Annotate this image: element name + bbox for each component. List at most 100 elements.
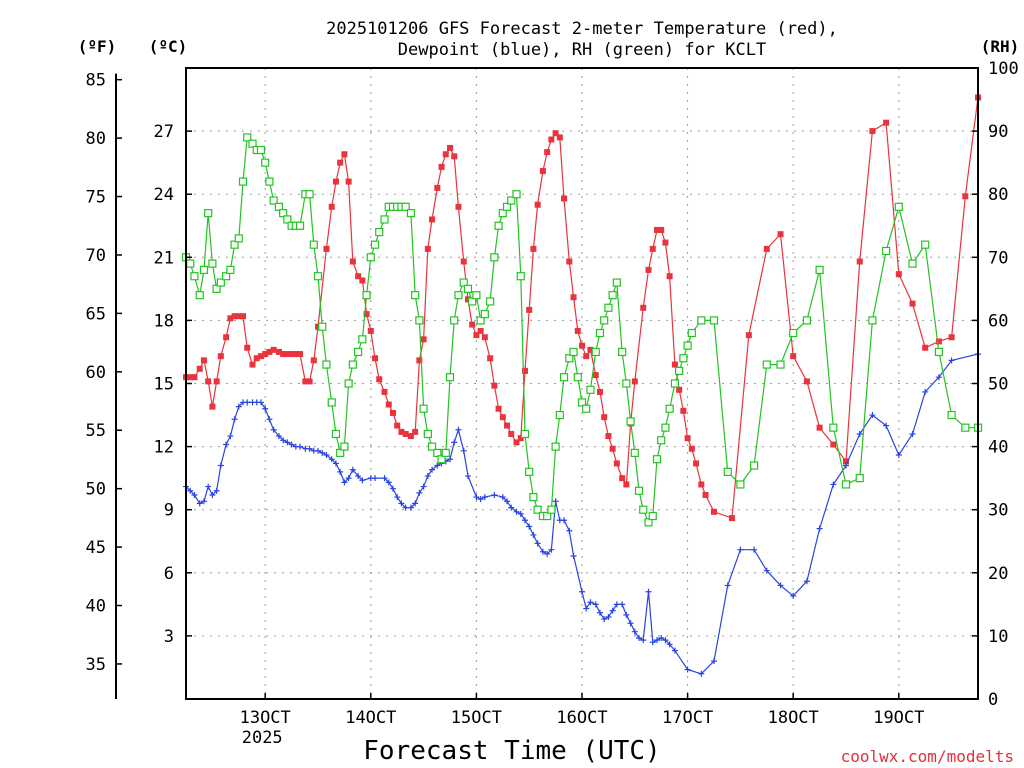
series-0-point-107	[662, 239, 669, 246]
series-0-point-20	[270, 346, 277, 353]
series-2-point-100	[622, 379, 631, 388]
credit-label: coolwx.com/modelts	[841, 747, 1014, 766]
c-tick-label-1: 6	[164, 564, 174, 584]
series-1-point-106	[684, 666, 691, 673]
rh-tick-label-1: 10	[988, 627, 1008, 647]
series-1-point-108	[711, 658, 717, 665]
series-2-point-127	[841, 480, 851, 489]
f-tick-label-9: 80	[86, 129, 106, 149]
series-1-point-111	[751, 546, 758, 553]
series-2-point-99	[618, 347, 627, 357]
series-2-point-120	[750, 461, 759, 470]
series-1-point-105	[671, 647, 678, 654]
series-2-point-59	[441, 448, 450, 458]
series-1-point-37	[345, 475, 352, 482]
series-2-point-64	[463, 284, 473, 293]
series-2-point-124	[802, 316, 812, 325]
series-1-point-114	[790, 592, 797, 599]
series-2-point-115	[687, 328, 696, 338]
series-2-point-79	[529, 492, 538, 502]
series-0-point-56	[434, 184, 441, 191]
c-tick-label-7: 24	[154, 185, 174, 205]
series-0-point-73	[508, 430, 515, 437]
series-2-point-102	[630, 448, 639, 458]
series-2-point-85	[555, 410, 564, 420]
rh-tick-label-8: 80	[988, 185, 1008, 205]
series-line-1	[185, 353, 979, 675]
series-2-point-61	[450, 316, 459, 325]
series-1-point-81	[561, 517, 568, 524]
series-2-point-1	[186, 259, 195, 268]
c-tick-label-0: 3	[164, 627, 174, 647]
series-0-point-39	[359, 277, 366, 284]
series-0-point-120	[763, 245, 770, 252]
x-axis-label: Forecast Time (UTC)	[363, 736, 660, 766]
series-0-point-66	[477, 327, 484, 334]
series-2-point-87	[565, 354, 574, 363]
series-0-point-128	[869, 128, 876, 135]
series-1-point-44	[385, 479, 392, 486]
c-tick-label-6: 21	[154, 248, 174, 268]
series-2-point-107	[652, 455, 662, 464]
series-2-point-130	[882, 246, 891, 256]
series-2-point-43	[370, 240, 380, 249]
series-1-point-36	[341, 479, 348, 486]
series-1-point-43	[381, 475, 388, 482]
series-0-point-37	[349, 258, 356, 265]
series-1-point-18	[262, 405, 269, 412]
series-1-point-85	[583, 605, 590, 612]
chart-title-line-1: 2025101206 GFS Forecast 2-meter Temperat…	[326, 19, 838, 39]
series-1-point-59	[451, 439, 458, 446]
series-2-point-70	[490, 253, 499, 262]
series-0-point-36	[345, 178, 352, 185]
series-1-point-110	[737, 546, 744, 553]
series-0-point-16	[253, 355, 260, 362]
series-2-point-54	[419, 404, 428, 413]
series-1-point-3	[196, 500, 203, 507]
series-2-point-135	[947, 410, 956, 420]
series-1-point-63	[473, 494, 480, 501]
series-0-point-105	[653, 226, 660, 233]
rh-tick-label-7: 70	[988, 248, 1008, 268]
series-2-point-41	[362, 291, 371, 300]
series-2-point-19	[265, 177, 274, 186]
c-tick-label-5: 18	[154, 311, 174, 331]
series-2-point-86	[559, 373, 569, 382]
series-1-point-93	[619, 601, 626, 608]
series-2-point-10	[226, 265, 235, 275]
series-0-point-6	[209, 403, 216, 410]
series-1-point-55	[434, 462, 441, 469]
series-1-point-2	[191, 491, 198, 498]
f-tick-label-7: 70	[86, 246, 106, 266]
series-1-point-97	[636, 635, 643, 642]
series-0-point-106	[658, 226, 665, 233]
series-0-point-134	[948, 334, 955, 341]
series-2-point-78	[525, 467, 534, 476]
series-2-point-112	[675, 366, 684, 375]
f-tick-label-8: 75	[86, 188, 106, 208]
rh-tick-label-6: 60	[988, 311, 1008, 331]
series-0-point-133	[935, 338, 942, 345]
series-2-point-40	[358, 335, 367, 344]
series-0-point-86	[566, 258, 573, 265]
series-2-point-98	[612, 278, 621, 287]
series-1-point-104	[666, 641, 673, 648]
series-1-point-47	[398, 500, 405, 507]
series-0-point-50	[407, 433, 414, 440]
series-2-point-36	[340, 442, 349, 451]
series-2-point-117	[709, 316, 719, 325]
x-tick-label-5: 18OCT	[768, 708, 819, 728]
c-tick-label-3: 12	[154, 438, 174, 458]
series-2-point-38	[348, 360, 357, 369]
series-1-point-6	[209, 491, 216, 498]
series-1-point-54	[429, 466, 436, 473]
series-0-point-116	[702, 491, 709, 498]
series-1-point-45	[389, 485, 396, 492]
series-0-point-3	[196, 365, 203, 372]
series-0-point-30	[315, 323, 321, 330]
series-0-point-55	[429, 216, 436, 223]
series-2-point-129	[868, 316, 877, 325]
series-0-point-12	[235, 313, 242, 320]
series-2-point-80	[533, 505, 542, 514]
series-1-point-34	[332, 460, 339, 467]
